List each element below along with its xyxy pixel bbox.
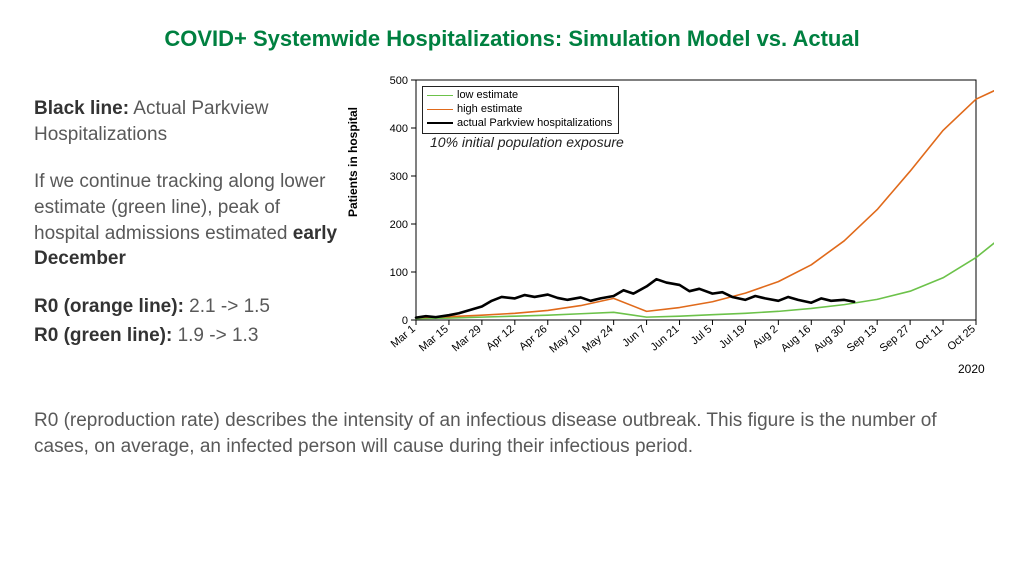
legend-row-low: low estimate <box>427 89 612 103</box>
svg-text:Aug 2: Aug 2 <box>751 323 781 351</box>
legend-swatch-low <box>427 95 453 96</box>
svg-text:300: 300 <box>390 171 408 183</box>
sidebar-p1: Black line: Actual Parkview Hospitalizat… <box>34 96 344 147</box>
p3-bold: R0 (orange line): <box>34 296 184 317</box>
legend-label-low: low estimate <box>457 89 518 103</box>
legend-row-actual: actual Parkview hospitalizations <box>427 117 612 131</box>
svg-text:Sep 13: Sep 13 <box>845 323 879 355</box>
svg-text:Apr 26: Apr 26 <box>517 323 550 353</box>
svg-text:200: 200 <box>390 219 408 231</box>
p1-bold: Black line: <box>34 98 129 119</box>
content-row: Black line: Actual Parkview Hospitalizat… <box>0 52 1024 392</box>
svg-text:Jun 7: Jun 7 <box>620 323 648 349</box>
svg-text:Oct 25: Oct 25 <box>945 323 978 353</box>
y-axis-label: Patients in hospital <box>346 107 360 217</box>
exposure-note: 10% initial population exposure <box>430 134 624 150</box>
legend: low estimate high estimate actual Parkvi… <box>422 86 619 134</box>
svg-text:Sep 27: Sep 27 <box>878 323 912 355</box>
chart-column: Patients in hospital 0100200300400500Mar… <box>354 72 994 392</box>
p2-a: If we continue tracking along lower esti… <box>34 171 326 243</box>
svg-text:May 24: May 24 <box>580 323 615 355</box>
legend-label-high: high estimate <box>457 103 522 117</box>
legend-swatch-actual <box>427 122 453 124</box>
x-year-label: 2020 <box>958 362 985 376</box>
svg-text:500: 500 <box>390 75 408 87</box>
sidebar-p4: R0 (green line): 1.9 -> 1.3 <box>34 323 344 349</box>
svg-text:400: 400 <box>390 123 408 135</box>
svg-text:Jun 21: Jun 21 <box>648 323 681 353</box>
legend-row-high: high estimate <box>427 103 612 117</box>
svg-text:Mar 1: Mar 1 <box>389 323 418 350</box>
sidebar-p2: If we continue tracking along lower esti… <box>34 169 344 272</box>
footer-note: R0 (reproduction rate) describes the int… <box>0 392 1024 459</box>
svg-text:May 10: May 10 <box>547 323 582 355</box>
svg-text:Jul 5: Jul 5 <box>689 323 715 347</box>
svg-text:Mar 15: Mar 15 <box>417 323 451 354</box>
chart-wrap: Patients in hospital 0100200300400500Mar… <box>354 72 994 392</box>
p3-rest: 2.1 -> 1.5 <box>184 296 270 317</box>
svg-text:Mar 29: Mar 29 <box>450 323 484 354</box>
page-title: COVID+ Systemwide Hospitalizations: Simu… <box>0 0 1024 52</box>
p4-rest: 1.9 -> 1.3 <box>172 325 258 346</box>
legend-swatch-high <box>427 109 453 110</box>
svg-text:Apr 12: Apr 12 <box>484 323 517 353</box>
svg-text:Aug 16: Aug 16 <box>779 323 813 355</box>
legend-label-actual: actual Parkview hospitalizations <box>457 117 612 131</box>
svg-text:Jul 19: Jul 19 <box>717 323 747 351</box>
svg-text:Aug 30: Aug 30 <box>812 323 846 355</box>
p4-bold: R0 (green line): <box>34 325 172 346</box>
sidebar-text: Black line: Actual Parkview Hospitalizat… <box>34 72 344 392</box>
sidebar-p3: R0 (orange line): 2.1 -> 1.5 <box>34 294 344 320</box>
svg-text:Oct 11: Oct 11 <box>913 323 945 353</box>
svg-text:100: 100 <box>390 267 408 279</box>
